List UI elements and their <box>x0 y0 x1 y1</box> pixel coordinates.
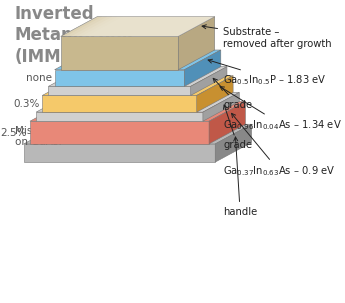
Polygon shape <box>42 76 233 95</box>
Polygon shape <box>76 17 215 36</box>
Polygon shape <box>30 102 245 121</box>
Polygon shape <box>81 17 215 36</box>
Polygon shape <box>197 76 233 112</box>
Polygon shape <box>209 102 245 144</box>
Polygon shape <box>61 36 178 70</box>
Polygon shape <box>24 124 252 144</box>
Polygon shape <box>66 17 215 36</box>
Polygon shape <box>36 92 239 112</box>
Polygon shape <box>178 17 215 70</box>
Polygon shape <box>71 17 215 36</box>
Text: none: none <box>26 73 52 83</box>
Text: Substrate –
removed after growth: Substrate – removed after growth <box>202 25 332 49</box>
Text: handle: handle <box>223 137 257 217</box>
Polygon shape <box>185 50 221 86</box>
Text: Ga$_{0.37}$In$_{0.63}$As – 0.9 eV: Ga$_{0.37}$In$_{0.63}$As – 0.9 eV <box>223 113 336 178</box>
Polygon shape <box>55 50 221 70</box>
Text: 0.3%: 0.3% <box>13 99 39 109</box>
Polygon shape <box>30 121 209 144</box>
Polygon shape <box>48 86 190 95</box>
Polygon shape <box>48 67 227 86</box>
Text: grade: grade <box>213 78 252 110</box>
Text: 2.5%: 2.5% <box>1 128 27 138</box>
Text: grade: grade <box>223 105 252 151</box>
Polygon shape <box>203 92 239 121</box>
Polygon shape <box>61 17 215 36</box>
Text: Ga$_{0.96}$In$_{0.04}$As – 1.34 eV: Ga$_{0.96}$In$_{0.04}$As – 1.34 eV <box>220 87 342 132</box>
Text: Mismatch
on GaAs:: Mismatch on GaAs: <box>14 126 65 147</box>
Polygon shape <box>42 95 197 112</box>
Text: Ga$_{0.5}$In$_{0.5}$P – 1.83 eV: Ga$_{0.5}$In$_{0.5}$P – 1.83 eV <box>208 59 327 87</box>
Polygon shape <box>190 67 227 95</box>
Polygon shape <box>61 17 215 36</box>
Text: Inverted
Metamorphic
(IMM): Inverted Metamorphic (IMM) <box>14 5 138 65</box>
Polygon shape <box>24 144 215 162</box>
Polygon shape <box>36 112 203 121</box>
Polygon shape <box>55 70 185 86</box>
Polygon shape <box>215 124 252 162</box>
